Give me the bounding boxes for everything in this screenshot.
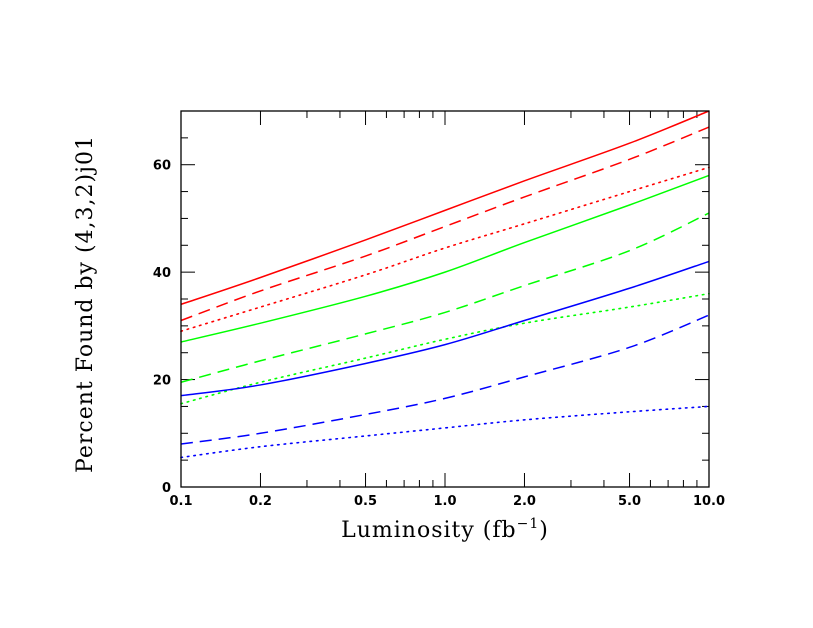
series-line-1 bbox=[180, 110, 710, 306]
series-line-2 bbox=[180, 126, 710, 322]
x-tick-label: 0.2 bbox=[249, 494, 272, 509]
x-tick-label: 10.0 bbox=[693, 494, 725, 509]
series-line-3 bbox=[180, 166, 710, 333]
y-tick-label: 40 bbox=[153, 266, 171, 281]
axis-ticks bbox=[180, 110, 709, 488]
series-line-5 bbox=[180, 212, 710, 383]
y-tick-label: 60 bbox=[153, 159, 171, 174]
plot-frame bbox=[180, 110, 710, 488]
series-line-7 bbox=[180, 260, 710, 397]
x-tick-label: 0.1 bbox=[169, 494, 192, 509]
y-tick-label: 20 bbox=[153, 374, 171, 389]
x-tick-labels: 0.1 0.2 0.5 1.0 2.0 5.0 10.0 bbox=[169, 494, 725, 509]
x-axis-title-close: ) bbox=[539, 518, 549, 543]
x-tick-label: 2.0 bbox=[513, 494, 536, 509]
x-tick-label: 0.5 bbox=[354, 494, 377, 509]
series-line-6 bbox=[180, 292, 710, 405]
x-axis-title: Luminosity (fb−1) bbox=[341, 516, 549, 543]
series-line-9 bbox=[180, 405, 710, 459]
series-line-4 bbox=[180, 174, 710, 343]
y-tick-label: 0 bbox=[162, 481, 171, 496]
series-lines bbox=[180, 110, 710, 459]
x-tick-label: 1.0 bbox=[433, 494, 456, 509]
series-line-8 bbox=[180, 314, 710, 445]
y-axis-title: Percent Found by (4,3,2)j01 bbox=[73, 135, 98, 473]
y-tick-labels: 0 20 40 60 bbox=[153, 159, 171, 496]
x-axis-title-superscript: −1 bbox=[517, 516, 540, 532]
x-axis-title-text: Luminosity (fb bbox=[341, 518, 517, 543]
x-tick-label: 5.0 bbox=[618, 494, 641, 509]
